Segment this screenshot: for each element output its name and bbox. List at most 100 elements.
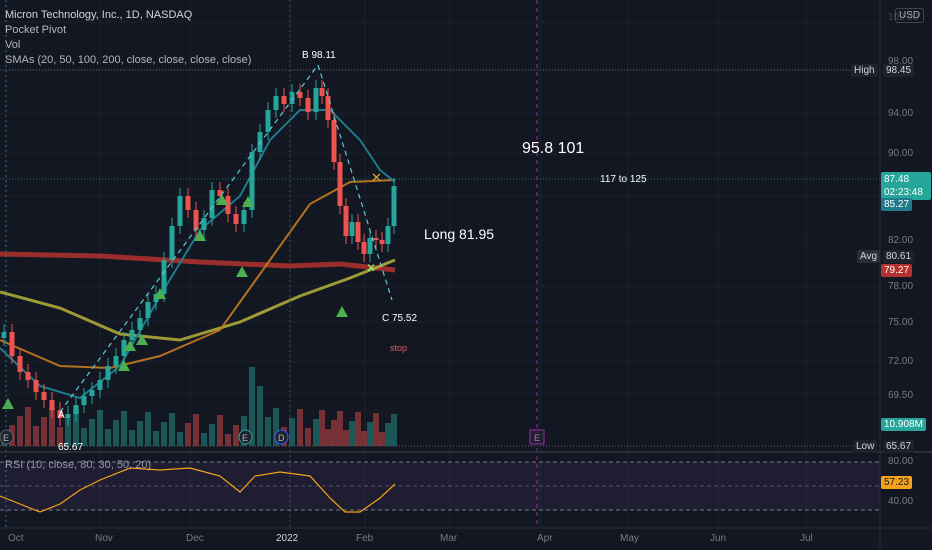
chart-legend[interactable]: Micron Technology, Inc., 1D, NASDAQ Pock… — [5, 8, 251, 68]
rsi-band — [0, 462, 880, 510]
event-marker-3: D — [278, 433, 285, 443]
candle-body — [185, 196, 191, 210]
pivot-triangle — [124, 340, 136, 351]
volume-bar — [379, 432, 385, 446]
time-label-2022: 2022 — [276, 533, 299, 544]
candle-body — [233, 214, 239, 224]
candle-body — [257, 132, 263, 152]
price-tick: 75.00 — [888, 317, 914, 328]
volume-bar — [305, 428, 311, 446]
sma-200-line — [0, 251, 396, 273]
time-label-jun: Jun — [710, 533, 727, 544]
volume-bar — [41, 417, 47, 446]
volume-bar — [49, 408, 55, 446]
candle-body — [313, 88, 319, 112]
currency-button[interactable]: USD — [895, 8, 925, 23]
candle-body — [145, 302, 151, 318]
candle-body — [241, 210, 247, 224]
volume-bar — [265, 417, 271, 446]
candle-body — [297, 92, 303, 98]
rsi-legend[interactable]: RSI (10, close, 80, 30, 50, 20) — [5, 459, 152, 471]
volume-bar — [145, 412, 151, 446]
annotation-a[interactable]: A — [58, 410, 65, 421]
last-price-tag: 87.48 02:23:48 — [881, 172, 931, 200]
rsi-value-tag: 57.23 — [881, 476, 913, 489]
annotation-target-primary[interactable]: 95.8 101 — [522, 140, 585, 157]
pocket-pivot-markers — [2, 194, 348, 409]
annotation-target-secondary[interactable]: 117 to 125 — [600, 174, 647, 185]
pivot-triangle — [242, 196, 254, 207]
volume-bar — [273, 408, 279, 446]
earnings-marker[interactable] — [0, 429, 14, 445]
indicator-smas[interactable]: SMAs (20, 50, 100, 200, close, close, cl… — [5, 54, 252, 66]
volume-bar — [17, 416, 23, 446]
candle-body — [49, 400, 55, 410]
sma-50-line — [0, 179, 396, 370]
sma200-value-tag: 79.27 — [881, 264, 913, 277]
time-label-may: May — [620, 533, 639, 544]
candle-body — [137, 318, 143, 330]
candle-body — [193, 210, 199, 230]
price-tick: 69.50 — [888, 390, 914, 401]
price-tick: 94.00 — [888, 108, 914, 119]
price-tick: 72.00 — [888, 356, 914, 367]
high-label-tag: High — [851, 64, 878, 77]
volume-bar — [113, 420, 119, 446]
volume-bar — [185, 423, 191, 446]
annotation-long[interactable]: Long 81.95 — [424, 226, 495, 242]
volume-bar — [89, 419, 95, 446]
wave-line-ab — [59, 64, 319, 413]
earnings-marker-future[interactable] — [529, 429, 545, 445]
candle-body — [9, 332, 15, 356]
candle-body — [41, 392, 47, 400]
volume-bar — [225, 434, 231, 446]
volume-bar — [201, 433, 207, 446]
annotation-stop[interactable]: stop — [390, 343, 408, 353]
time-label-apr: Apr — [537, 533, 553, 544]
earnings-marker[interactable] — [238, 429, 253, 445]
volume-bar — [81, 428, 87, 446]
volume-bar — [249, 367, 255, 446]
event-markers[interactable]: E E D E — [0, 429, 545, 445]
rsi-line — [0, 467, 396, 513]
candle-body — [305, 98, 311, 112]
dividend-marker[interactable] — [274, 429, 289, 445]
candle-body — [343, 206, 349, 236]
pivot-triangle — [154, 288, 166, 299]
volume-bar — [385, 423, 391, 446]
volume-bar — [343, 430, 349, 446]
candle-body — [361, 242, 367, 254]
indicator-volume[interactable]: Vol — [5, 39, 21, 51]
pivot-triangle — [2, 398, 14, 409]
volume-bar — [367, 422, 373, 446]
pivot-triangle — [216, 194, 228, 205]
volume-bar — [105, 429, 111, 446]
candle-body — [349, 222, 355, 236]
rsi-tick: 40.00 — [888, 496, 914, 507]
volume-bar — [153, 431, 159, 446]
event-marker-4: E — [534, 433, 540, 443]
annotation-c[interactable]: C 75.52 — [382, 313, 418, 324]
time-label-mar: Mar — [440, 533, 458, 544]
high-value-tag: 98.45 — [883, 64, 915, 77]
time-label-oct: Oct — [8, 533, 24, 544]
annotation-low[interactable]: 65.67 — [58, 442, 84, 453]
countdown-timer: 02:23:48 — [884, 187, 923, 198]
candle-body — [273, 96, 279, 110]
volume-bar — [33, 426, 39, 446]
annotation-b[interactable]: B 98.11 — [302, 50, 336, 61]
price-tick: 82.00 — [888, 235, 914, 246]
avg-label-tag: Avg — [857, 250, 881, 263]
volume-bar — [217, 415, 223, 446]
symbol-title[interactable]: Micron Technology, Inc., 1D, NASDAQ — [5, 9, 193, 21]
time-label-dec: Dec — [186, 533, 204, 544]
indicator-pocket-pivot[interactable]: Pocket Pivot — [5, 24, 67, 36]
volume-bar — [325, 429, 331, 446]
candle-body — [201, 218, 207, 230]
volume-bar — [137, 421, 143, 446]
pivot-triangle — [236, 266, 248, 277]
volume-bar — [373, 413, 379, 446]
volume-bar — [337, 411, 343, 446]
